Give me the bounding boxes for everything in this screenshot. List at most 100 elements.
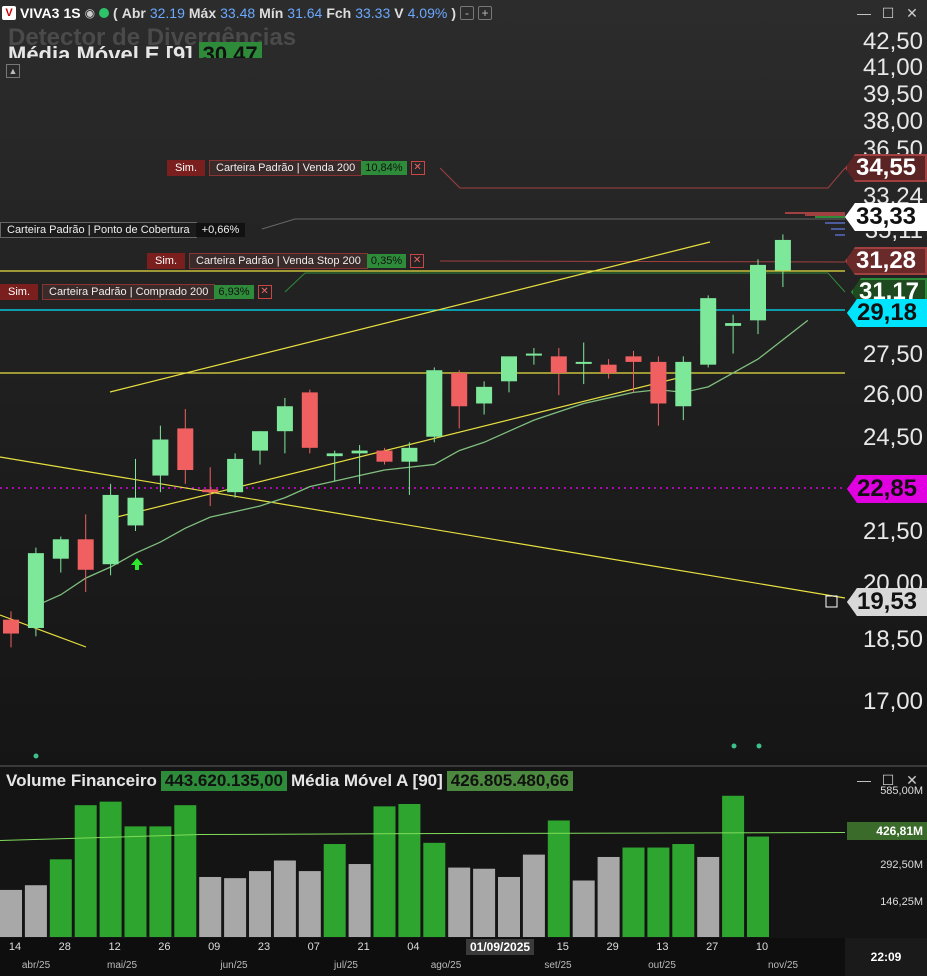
month-tick: jul/25 [334, 960, 358, 971]
candle-body [774, 239, 791, 271]
cancel-order-icon[interactable]: ✕ [410, 161, 425, 175]
candle [252, 431, 268, 465]
date-tick: 07 [307, 941, 320, 953]
candle-body [376, 450, 393, 462]
minimize-icon[interactable]: — [857, 772, 871, 788]
signal-dot [756, 743, 762, 749]
volume-panel[interactable]: Volume Financeiro 443.620.135,00 Média M… [0, 765, 927, 938]
volume-bar [597, 856, 620, 937]
plus-button[interactable]: + [477, 6, 492, 20]
volume-profile-bar [825, 222, 845, 224]
candle-body [525, 353, 542, 356]
candle [52, 536, 69, 573]
candle-body [675, 361, 692, 407]
sim-badge[interactable]: Sim. [147, 253, 185, 269]
volume-bar [49, 859, 72, 937]
candle [575, 342, 592, 385]
candle-body [326, 453, 343, 457]
volume-bar [99, 801, 122, 937]
volume-bar [747, 836, 769, 937]
price-tick: 41,00 [862, 54, 923, 81]
order-tag-comprado-200[interactable]: Sim. Carteira Padrão | Comprado 200 6,93… [0, 281, 272, 303]
candle [774, 234, 791, 288]
price-label-magenta-line[interactable]: 22,85 [847, 475, 927, 503]
volume-bar [547, 820, 570, 937]
candle [650, 356, 667, 426]
order-pct: +0,66% [195, 223, 246, 237]
cancel-order-icon[interactable]: ✕ [257, 285, 272, 299]
price-label-cursor: 19,53 [847, 588, 927, 616]
cancel-order-icon[interactable]: ✕ [410, 254, 425, 268]
sim-badge[interactable]: Sim. [167, 160, 205, 176]
candle [27, 547, 44, 637]
date-tick: 09 [208, 941, 221, 953]
crosshair-icon [825, 595, 838, 608]
price-label-venda[interactable]: 34,55 [845, 154, 927, 182]
volume-chart[interactable] [0, 767, 927, 940]
volume-profile-bar [785, 212, 845, 214]
order-name: Carteira Padrão | Ponto de Cobertura [0, 222, 197, 238]
close-icon[interactable]: ✕ [906, 5, 918, 21]
candle-body [276, 406, 293, 432]
order-tag-ponto-cobertura[interactable]: Carteira Padrão | Ponto de Cobertura +0,… [0, 219, 246, 241]
candle-body [127, 497, 144, 526]
price-label-cyan-line[interactable]: 29,18 [847, 299, 927, 327]
low-value: 31.64 [287, 5, 323, 21]
time-axis[interactable]: 14 28 12 26 09 23 07 21 04 15 29 13 27 10 01/09/2025 … [0, 938, 927, 976]
order-tag-venda-stop-200[interactable]: Sim. Carteira Padrão | Venda Stop 200 0,… [147, 250, 425, 272]
volume-bar [149, 826, 172, 937]
volume-legend: Volume Financeiro 443.620.135,00 Média M… [6, 771, 573, 791]
volume-bar [323, 844, 346, 937]
maximize-icon[interactable]: ☐ [881, 772, 895, 788]
sim-badge[interactable]: Sim. [0, 284, 38, 300]
collapse-arrow-icon[interactable]: ▲ [6, 64, 20, 78]
volume-bar [423, 842, 446, 937]
candle-body [177, 428, 194, 470]
interval-label[interactable]: 1S [63, 5, 81, 21]
close-icon[interactable]: ✕ [906, 772, 918, 788]
buy-signal-arrow-icon [131, 558, 143, 570]
volume-bar [224, 878, 247, 937]
price-panel[interactable]: Detector de Divergências Média Móvel E [… [0, 0, 927, 765]
date-tick: 29 [606, 941, 619, 953]
date-tick: 10 [755, 941, 769, 953]
order-tag-venda-200[interactable]: Sim. Carteira Padrão | Venda 200 10,84% … [167, 157, 425, 179]
minimize-icon[interactable]: — [857, 5, 871, 21]
volume-ma-value: 426.805.480,66 [446, 771, 573, 791]
candle [3, 611, 19, 648]
close-label: Fch [326, 5, 352, 21]
candle-body [451, 372, 468, 407]
date-tick: 23 [257, 941, 271, 953]
price-chart[interactable] [0, 0, 927, 765]
price-tick: 24,50 [862, 424, 923, 451]
candle [600, 359, 617, 379]
volume-bar [199, 876, 222, 937]
minus-button[interactable]: - [459, 6, 474, 20]
price-tick: 27,50 [862, 341, 923, 368]
price-label-stop[interactable]: 31,28 [845, 247, 927, 275]
month-tick: ago/25 [430, 960, 462, 971]
volume-profile-bar [815, 216, 845, 218]
trendline-lower [104, 375, 687, 521]
date-tick: 26 [158, 941, 171, 953]
maximize-icon[interactable]: ☐ [881, 5, 895, 21]
candle [177, 409, 194, 484]
quote-header: V VIVA3 1S ◉ ( Abr 32.19 Máx 33.48 Mín 3… [2, 4, 492, 22]
clock: 22:09 [845, 938, 927, 976]
volume-profile-bar [831, 228, 845, 230]
candle [152, 425, 169, 493]
candle-body [102, 494, 119, 565]
volume-bar [697, 856, 720, 937]
candle-body [426, 370, 443, 437]
visibility-icon[interactable]: ◉ [84, 6, 96, 20]
volume-bar [174, 805, 197, 937]
price-tick: 38,00 [862, 108, 923, 135]
date-tick: 27 [706, 941, 719, 953]
volume-bar [522, 854, 545, 937]
signal-dot [731, 743, 737, 749]
symbol-label[interactable]: VIVA3 [20, 5, 60, 21]
date-tick: 28 [58, 941, 71, 953]
paren-close: ) [451, 5, 456, 21]
volume-bar [124, 826, 147, 937]
